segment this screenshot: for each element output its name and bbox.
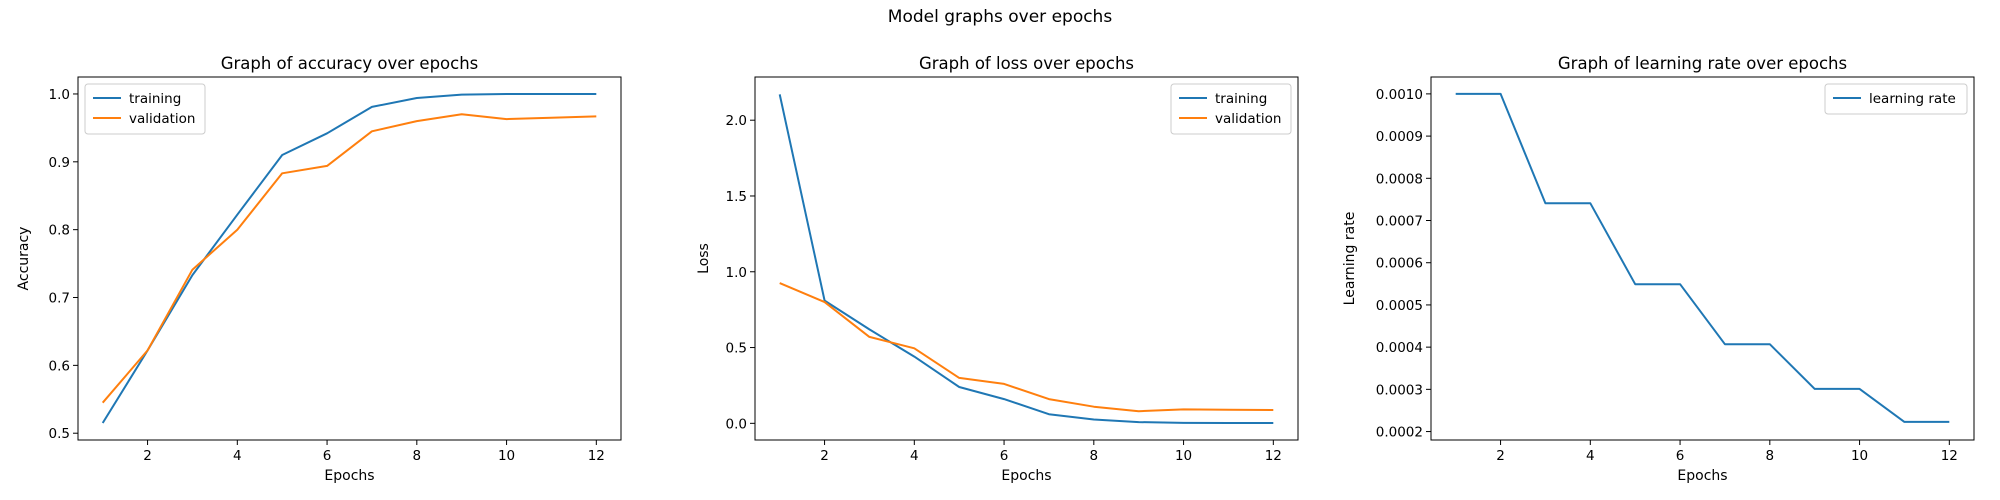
x-tick-label: 6 [1676, 448, 1685, 464]
chart-title: Graph of loss over epochs [919, 54, 1134, 73]
y-tick-label: 0.0002 [1376, 425, 1423, 441]
y-axis-label: Learning rate [1342, 212, 1358, 306]
x-tick-label: 2 [143, 448, 152, 464]
x-axis-label: Epochs [1001, 468, 1051, 484]
x-tick-label: 6 [323, 448, 332, 464]
y-tick-label: 0.0005 [1376, 298, 1423, 314]
x-tick-label: 2 [1496, 448, 1505, 464]
y-tick-label: 0.0007 [1376, 214, 1423, 230]
plot-frame [754, 76, 1299, 441]
series-line-validation [101, 113, 597, 404]
y-tick-label: 0.0009 [1376, 129, 1423, 145]
x-tick-label: 8 [1766, 448, 1775, 464]
y-tick-label: 0.7 [49, 291, 70, 307]
y-tick-label: 2.0 [726, 113, 747, 129]
y-tick-label: 0.0006 [1376, 256, 1423, 272]
y-tick-label: 0.0003 [1376, 382, 1423, 398]
y-tick-label: 0.0 [726, 416, 747, 432]
y-axis-label: Accuracy [16, 227, 32, 291]
y-tick-label: 0.8 [49, 223, 70, 239]
legend-label: validation [129, 111, 195, 127]
x-tick-label: 4 [910, 448, 919, 464]
series-line-training [778, 94, 1274, 424]
y-tick-label: 0.6 [49, 358, 70, 374]
legend-box [84, 83, 206, 135]
x-axis-label: Epochs [324, 468, 374, 484]
x-tick-label: 4 [233, 448, 242, 464]
plot-frame [77, 76, 622, 441]
x-tick-label: 12 [1941, 448, 1958, 464]
x-tick-label: 8 [413, 448, 422, 464]
y-tick-label: 1.0 [49, 87, 70, 103]
x-tick-label: 12 [588, 448, 605, 464]
y-tick-label: 0.5 [726, 341, 747, 357]
series-line-learning-rate [1455, 92, 1950, 423]
plot-frame [1430, 76, 1975, 441]
figure-title: Model graphs over epochs [887, 7, 1113, 27]
x-tick-label: 10 [1851, 448, 1868, 464]
x-tick-label: 6 [1000, 448, 1009, 464]
chart-title: Graph of accuracy over epochs [221, 54, 479, 73]
x-tick-label: 10 [1175, 448, 1192, 464]
legend-box [1824, 83, 1968, 115]
legend-label: training [1215, 91, 1267, 107]
y-tick-label: 0.9 [49, 155, 70, 171]
y-tick-label: 0.5 [49, 426, 70, 442]
x-tick-label: 4 [1586, 448, 1595, 464]
x-tick-label: 12 [1265, 448, 1282, 464]
legend-label: training [129, 91, 181, 107]
y-tick-label: 0.0004 [1376, 340, 1423, 356]
x-tick-label: 8 [1090, 448, 1099, 464]
legend-label: learning rate [1869, 91, 1956, 107]
series-line-training [101, 93, 597, 424]
x-tick-label: 2 [820, 448, 829, 464]
x-axis-label: Epochs [1677, 468, 1727, 484]
x-tick-label: 10 [498, 448, 515, 464]
y-tick-label: 1.0 [726, 265, 747, 281]
legend-box [1170, 83, 1292, 135]
y-axis-label: Loss [696, 243, 712, 274]
chart-title: Graph of learning rate over epochs [1558, 54, 1847, 73]
y-tick-label: 0.0010 [1376, 87, 1423, 103]
series-line-validation [779, 282, 1274, 413]
y-tick-label: 1.5 [726, 189, 747, 205]
y-tick-label: 0.0008 [1376, 171, 1423, 187]
legend-label: validation [1215, 111, 1281, 127]
